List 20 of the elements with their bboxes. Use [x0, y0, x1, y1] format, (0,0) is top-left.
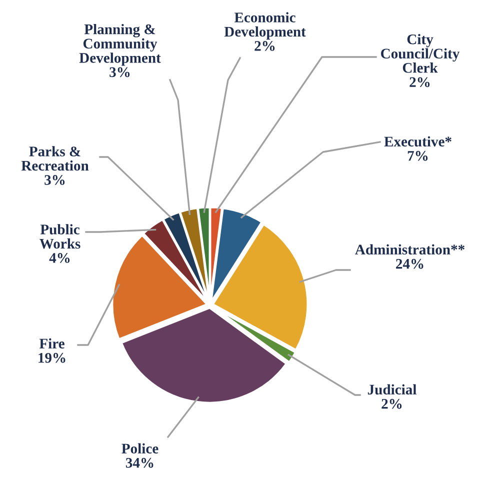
data-label: 2% [410, 77, 430, 88]
slice-label: Fire [39, 338, 64, 349]
slice-label: Executive* [384, 136, 452, 147]
data-label: 4% [49, 253, 70, 263]
data-label: 3% [44, 175, 65, 185]
slice-label: City Council/City Clerk [381, 34, 460, 73]
slice-label: Planning & Community Development [79, 24, 161, 66]
data-label: 19% [38, 352, 66, 363]
slice-label: Administration** [355, 244, 464, 255]
slice-label: Public Works [40, 224, 80, 249]
data-label: 3% [110, 67, 130, 78]
data-label: 2% [254, 41, 275, 51]
data-label: 7% [408, 150, 428, 161]
slice-label: Economic Development [224, 12, 306, 40]
data-label: 34% [126, 458, 154, 468]
slice-label: Parks & Recreation [21, 146, 89, 171]
data-label: 2% [382, 398, 402, 409]
data-label: 24% [396, 258, 424, 269]
slice-label: Judicial [368, 384, 416, 395]
slice-label: Police [122, 443, 158, 454]
